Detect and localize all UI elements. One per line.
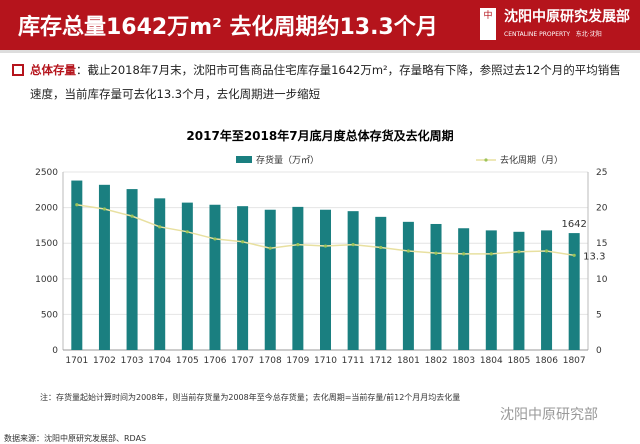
legend-line-label: 去化周期（月） — [500, 154, 563, 166]
bar — [485, 230, 497, 350]
y-tick-right: 20 — [596, 204, 608, 214]
bar — [458, 228, 470, 350]
line-point — [241, 240, 245, 244]
bar — [375, 216, 387, 350]
logo: 中 沈阳中原研究发展部 CENTALINE PROPERTY 东北·沈阳 — [480, 6, 630, 40]
y-tick-left: 500 — [41, 310, 58, 320]
bar-data-label: 1642 — [561, 219, 586, 230]
x-tick: 1801 — [397, 356, 420, 366]
line-point — [406, 249, 410, 253]
bar — [181, 202, 193, 350]
line-point — [517, 250, 521, 254]
y-tick-left: 1500 — [35, 239, 58, 249]
line-point — [572, 253, 576, 257]
bar — [98, 184, 110, 350]
chart: 0 500 1000 1500 2000 2500 0 5 10 15 20 25 1701 1702 17… — [35, 154, 608, 366]
line-point — [434, 251, 438, 255]
line-point — [323, 244, 328, 248]
x-tick: 1807 — [563, 356, 586, 366]
chart-note: 注：存货量起始计算时间为2008年，则当前存货量为2008年至今总存货量；去化周… — [40, 393, 461, 402]
line-point — [296, 243, 300, 247]
x-tick: 1705 — [176, 356, 199, 366]
x-tick: 1711 — [342, 356, 365, 366]
bar — [71, 180, 83, 350]
y-tick-right: 5 — [596, 310, 602, 320]
x-tick: 1704 — [148, 356, 171, 366]
x-tick: 1703 — [121, 356, 144, 366]
divider — [0, 50, 640, 53]
legend-bar-swatch — [236, 156, 252, 163]
line-point — [130, 214, 134, 218]
line-point — [462, 252, 466, 256]
line-point — [185, 230, 189, 234]
bar — [154, 198, 166, 350]
x-tick: 1701 — [65, 356, 88, 366]
y-tick-right: 0 — [596, 346, 602, 356]
bar — [347, 211, 359, 350]
summary-text: 总体存量：截止2018年7月末，沈阳市可售商品住宅库存量1642万m²，存量略有… — [30, 63, 621, 101]
line-point — [102, 207, 107, 211]
logo-cn: 沈阳中原研究发展部 — [504, 9, 630, 25]
x-tick: 1802 — [425, 356, 448, 366]
x-tick: 1702 — [93, 356, 116, 366]
y-tick-right: 10 — [596, 275, 608, 285]
x-tick: 1709 — [286, 356, 309, 366]
line-point — [544, 249, 549, 253]
line-point — [75, 203, 79, 207]
y-tick-right: 25 — [596, 168, 607, 178]
line-point — [268, 246, 272, 250]
header-bar: 库存总量1642万m² 去化周期约13.3个月 中 沈阳中原研究发展部 CENT… — [0, 0, 640, 50]
logo-en: CENTALINE PROPERTY 东北·沈阳 — [504, 31, 602, 38]
bar — [292, 206, 304, 350]
y-tick-left: 2000 — [35, 204, 58, 214]
legend-line-marker — [484, 158, 488, 162]
watermark: 沈阳中原研究部 — [500, 407, 598, 423]
line-point — [351, 243, 355, 247]
bar — [209, 204, 221, 350]
bullet-icon — [12, 64, 24, 76]
bar — [237, 206, 249, 350]
x-tick: 1706 — [204, 356, 227, 366]
x-tick: 1712 — [369, 356, 392, 366]
chart-title: 2017年至2018年7月底月度总体存货及去化周期 — [186, 129, 454, 143]
x-tick: 1804 — [480, 356, 503, 366]
y-tick-left: 0 — [52, 346, 58, 356]
data-source: 数据来源：沈阳中原研究发展部、RDAS — [4, 434, 147, 443]
line-point — [213, 237, 217, 241]
bar — [541, 230, 553, 350]
y-tick-left: 1000 — [35, 275, 58, 285]
bar — [513, 231, 525, 350]
x-tick: 1806 — [535, 356, 558, 366]
y-tick-left: 2500 — [35, 168, 58, 178]
bar — [320, 209, 331, 350]
logo-seal-icon: 中 — [480, 8, 496, 40]
line-point — [489, 252, 493, 256]
x-tick: 1805 — [507, 356, 530, 366]
bar — [568, 233, 580, 350]
line-point — [158, 225, 162, 229]
x-tick: 1803 — [452, 356, 475, 366]
x-tick: 1710 — [314, 356, 337, 366]
bar — [430, 223, 442, 350]
line-data-label: 13.3 — [583, 251, 605, 262]
bar — [126, 189, 138, 350]
y-tick-right: 15 — [596, 239, 607, 249]
line-point — [379, 245, 383, 250]
legend-bar-label: 存货量（万㎡） — [256, 154, 319, 166]
bar — [264, 209, 276, 350]
page-title: 库存总量1642万m² 去化周期约13.3个月 — [18, 15, 438, 40]
bar — [402, 221, 414, 350]
x-tick: 1708 — [259, 356, 282, 366]
x-tick: 1707 — [231, 356, 254, 366]
